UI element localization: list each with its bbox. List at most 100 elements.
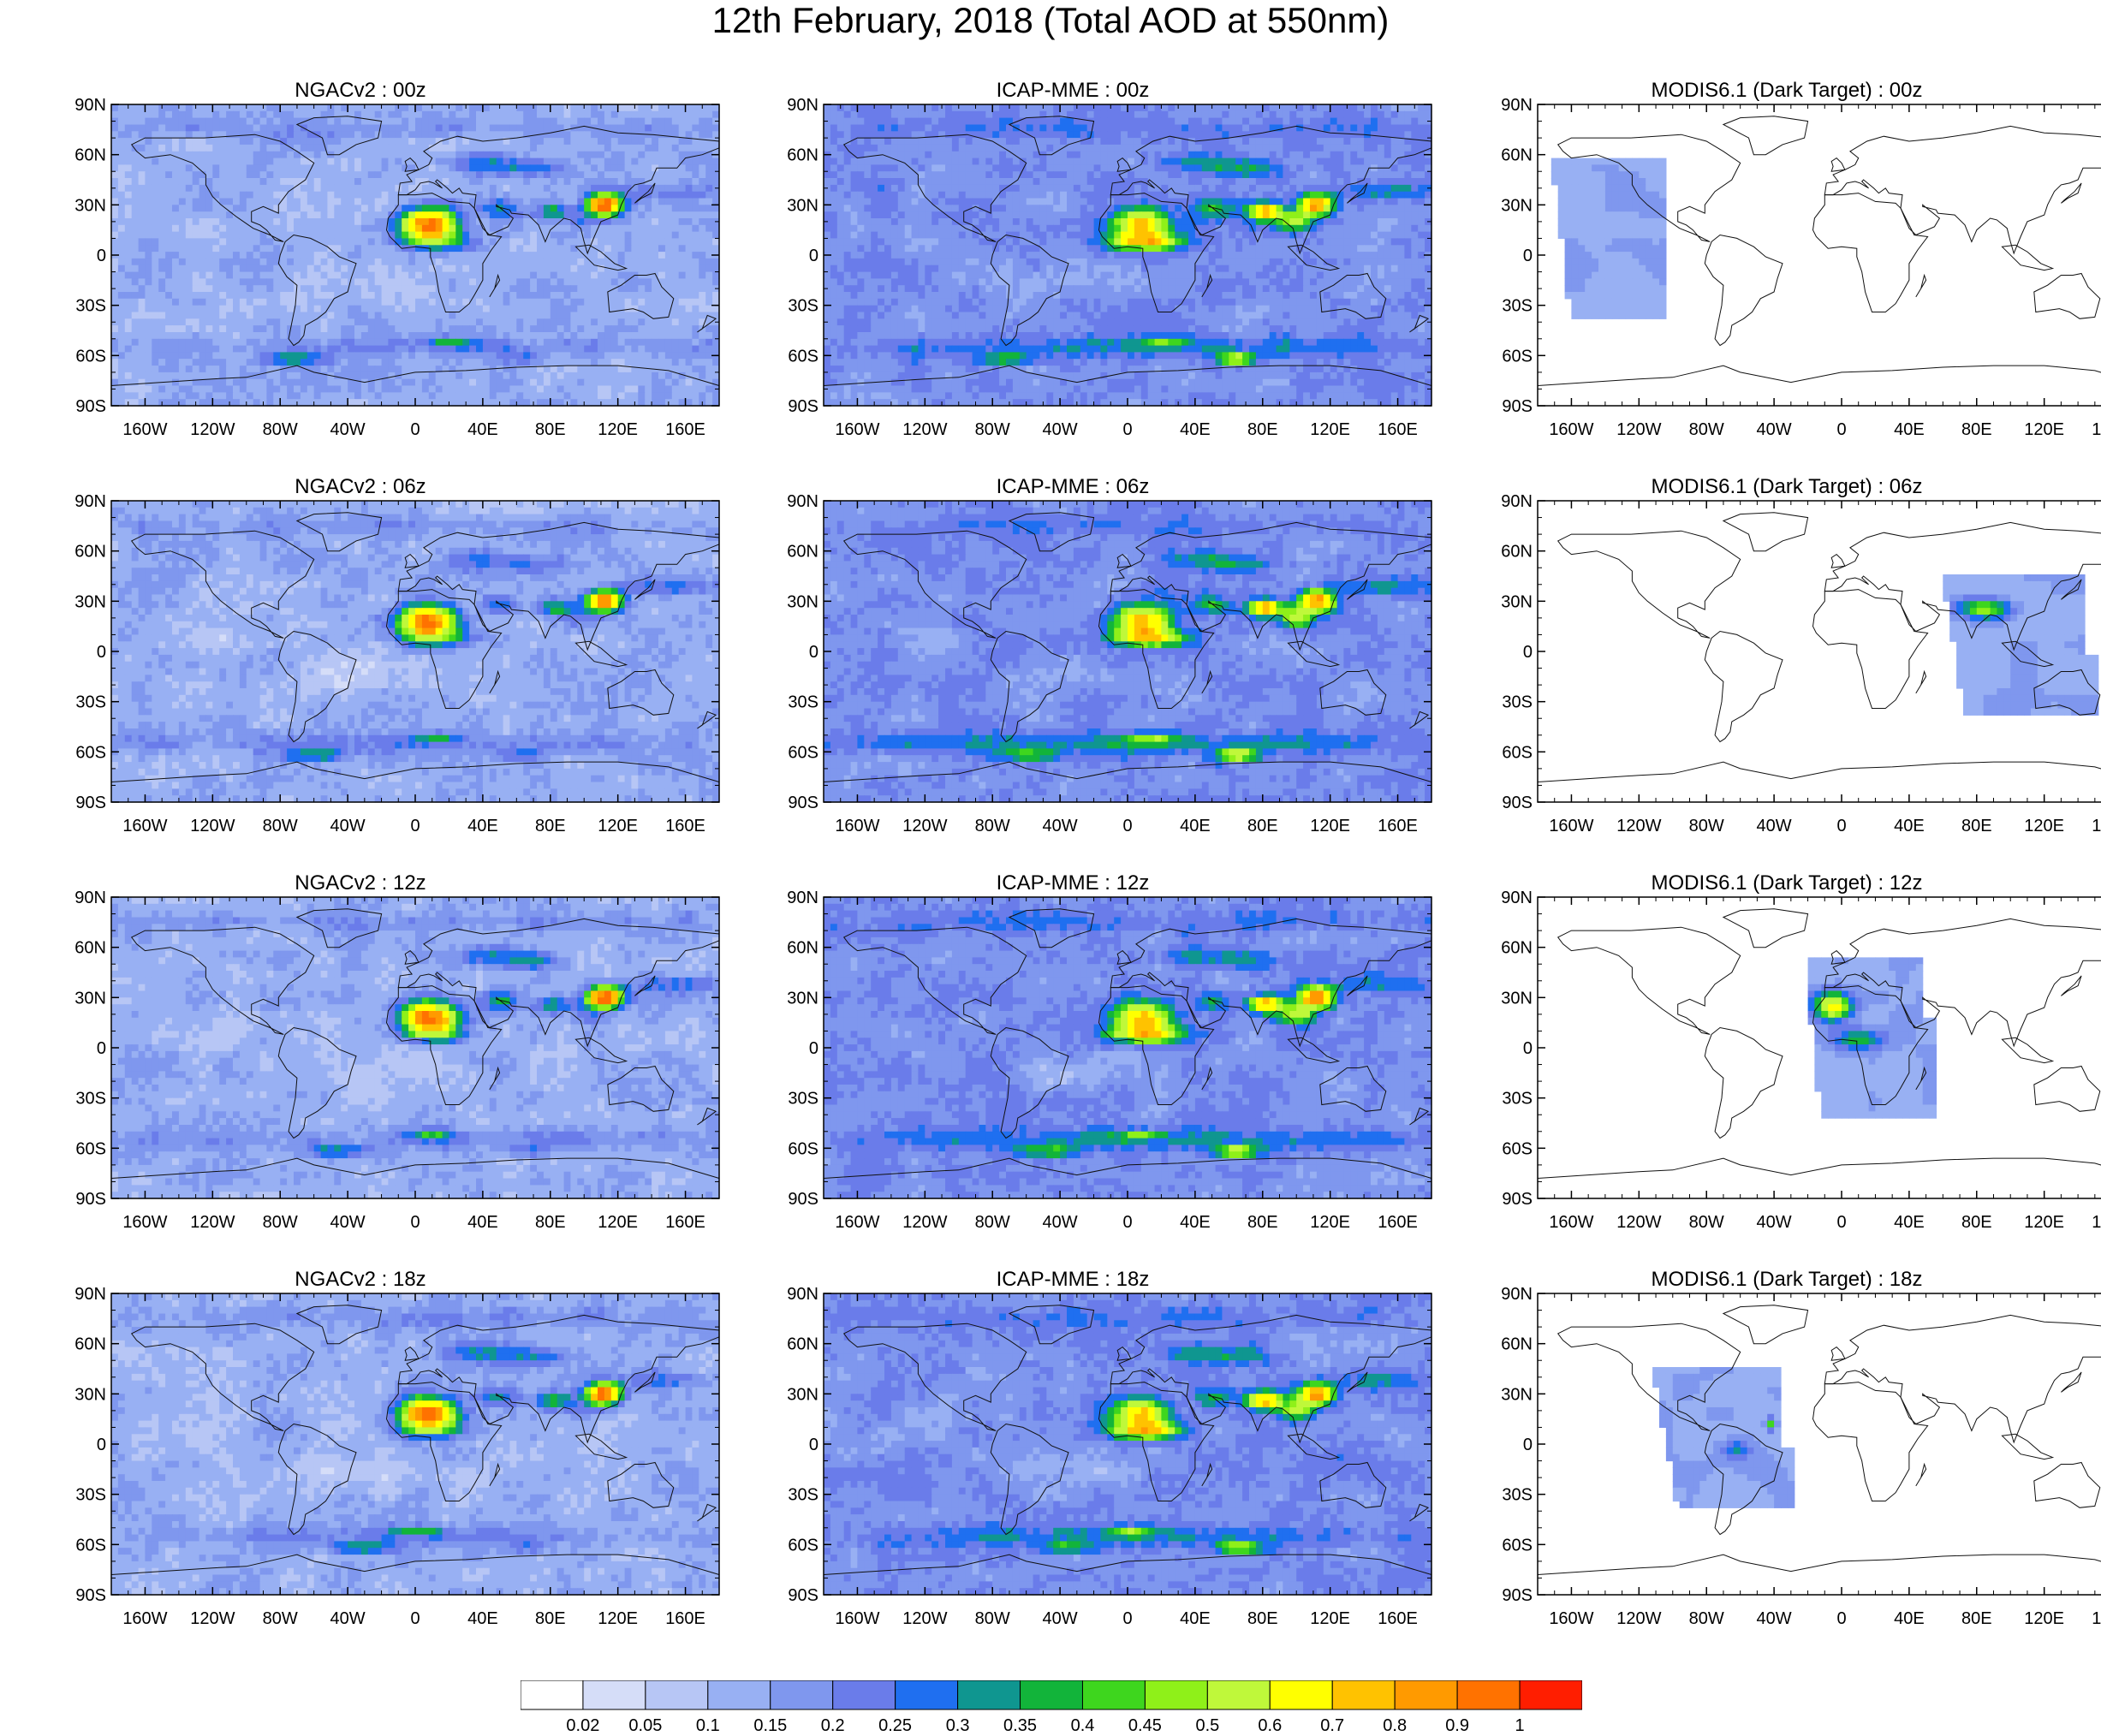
lat-tick-label: 30S — [75, 1486, 106, 1505]
lon-tick-label: 160W — [835, 420, 879, 439]
lon-tick-label: 80E — [1247, 1609, 1278, 1628]
lon-tick-label: 120E — [598, 420, 638, 439]
lon-tick-label: 40E — [1894, 817, 1925, 835]
lat-tick-label: 90S — [1502, 397, 1533, 416]
lat-tick-label: 30N — [1501, 196, 1533, 215]
panel-title: ICAP-MME : 06z — [769, 475, 1377, 499]
lat-tick-label: 60S — [1502, 1139, 1533, 1158]
lat-tick-label: 90N — [787, 1285, 818, 1304]
lat-tick-label: 60N — [74, 1335, 106, 1354]
lon-tick-label: 160E — [665, 1213, 705, 1232]
lat-tick-label: 90S — [788, 1190, 818, 1209]
lon-tick-label: 40W — [1043, 1213, 1078, 1232]
lat-tick-label: 0 — [97, 247, 106, 265]
lat-tick-label: 60N — [1501, 146, 1533, 165]
page-title: 12th February, 2018 (Total AOD at 550nm) — [0, 2, 2101, 39]
lat-tick-label: 0 — [97, 1436, 106, 1454]
lat-tick-label: 30S — [788, 297, 818, 316]
lon-tick-label: 40E — [1180, 1213, 1211, 1232]
colorbar-swatch — [1520, 1680, 1582, 1709]
lat-tick-label: 30N — [1501, 592, 1533, 611]
lon-tick-label: 120W — [902, 1213, 947, 1232]
lat-tick-label: 60S — [1502, 347, 1533, 366]
lon-tick-label: 120W — [902, 817, 947, 835]
lon-tick-label: 160W — [1549, 1609, 1593, 1628]
aod-field — [824, 897, 1432, 1199]
panel-title: NGACv2 : 00z — [57, 79, 664, 103]
lat-tick-label: 30S — [788, 693, 818, 712]
lat-tick-label: 60N — [74, 146, 106, 165]
lon-tick-label: 40E — [467, 1609, 498, 1628]
lon-tick-label: 40W — [1757, 420, 1792, 439]
lon-tick-label: 40E — [1894, 420, 1925, 439]
lon-tick-label: 0 — [1122, 817, 1132, 835]
lon-tick-label: 80E — [1247, 420, 1278, 439]
lon-tick-label: 40E — [1180, 817, 1211, 835]
lat-tick-label: 90N — [74, 96, 106, 115]
lat-tick-label: 90N — [74, 1285, 106, 1304]
lon-tick-label: 120E — [2024, 1609, 2064, 1628]
lon-tick-label: 0 — [1122, 1213, 1132, 1232]
lon-tick-label: 80E — [1961, 1213, 1992, 1232]
lat-tick-label: 0 — [809, 1436, 818, 1454]
lon-tick-label: 80W — [1689, 1609, 1724, 1628]
lon-tick-label: 80E — [1247, 1213, 1278, 1232]
lat-tick-label: 90N — [74, 889, 106, 907]
lon-tick-label: 80E — [535, 1213, 566, 1232]
lon-tick-label: 80W — [975, 817, 1010, 835]
lat-tick-label: 30N — [74, 989, 106, 1008]
lon-tick-label: 160E — [665, 817, 705, 835]
lat-tick-label: 30N — [787, 196, 818, 215]
lon-tick-label: 160E — [2092, 1213, 2101, 1232]
lon-tick-label: 80E — [535, 1609, 566, 1628]
colorbar-swatch — [771, 1680, 833, 1709]
lon-tick-label: 120W — [1616, 817, 1661, 835]
lat-tick-label: 90N — [787, 96, 818, 115]
lat-tick-label: 90N — [74, 492, 106, 511]
lat-tick-label: 30S — [75, 693, 106, 712]
lat-tick-label: 0 — [809, 1039, 818, 1058]
lat-tick-label: 30N — [74, 1385, 106, 1404]
lon-tick-label: 120E — [598, 817, 638, 835]
panel-title: ICAP-MME : 12z — [769, 871, 1377, 895]
map-frame — [1538, 1293, 2101, 1595]
lat-tick-label: 30S — [788, 1486, 818, 1505]
colorbar-swatch — [1021, 1680, 1083, 1709]
lon-tick-label: 160W — [835, 817, 879, 835]
lat-tick-label: 90S — [75, 1586, 106, 1605]
lat-tick-label: 60S — [1502, 743, 1533, 762]
colorbar-swatch — [521, 1680, 583, 1709]
lon-tick-label: 120W — [1616, 1213, 1661, 1232]
lat-tick-label: 60N — [1501, 543, 1533, 562]
lon-tick-label: 40E — [1894, 1609, 1925, 1628]
panel-title: NGACv2 : 12z — [57, 871, 664, 895]
lon-tick-label: 80W — [1689, 420, 1724, 439]
panel-title: NGACv2 : 06z — [57, 475, 664, 499]
lon-tick-label: 80W — [975, 1609, 1010, 1628]
lat-tick-label: 90S — [788, 1586, 818, 1605]
lon-tick-label: 120W — [190, 1213, 235, 1232]
colorbar-swatch — [708, 1680, 771, 1709]
lon-tick-label: 160W — [122, 1213, 167, 1232]
lon-tick-label: 80E — [1961, 420, 1992, 439]
colorbar-swatch — [1082, 1680, 1145, 1709]
lon-tick-label: 120W — [190, 420, 235, 439]
lat-tick-label: 0 — [809, 247, 818, 265]
lon-tick-label: 160W — [1549, 817, 1593, 835]
aod-field — [824, 1293, 1432, 1596]
lon-tick-label: 160W — [1549, 1213, 1593, 1232]
lon-tick-label: 40W — [1757, 1213, 1792, 1232]
lon-tick-label: 120E — [2024, 420, 2064, 439]
lat-tick-label: 30S — [1502, 693, 1533, 712]
lon-tick-label: 0 — [1836, 1213, 1846, 1232]
lon-tick-label: 120W — [190, 1609, 235, 1628]
panel-title: MODIS6.1 (Dark Target) : 06z — [1483, 475, 2091, 499]
